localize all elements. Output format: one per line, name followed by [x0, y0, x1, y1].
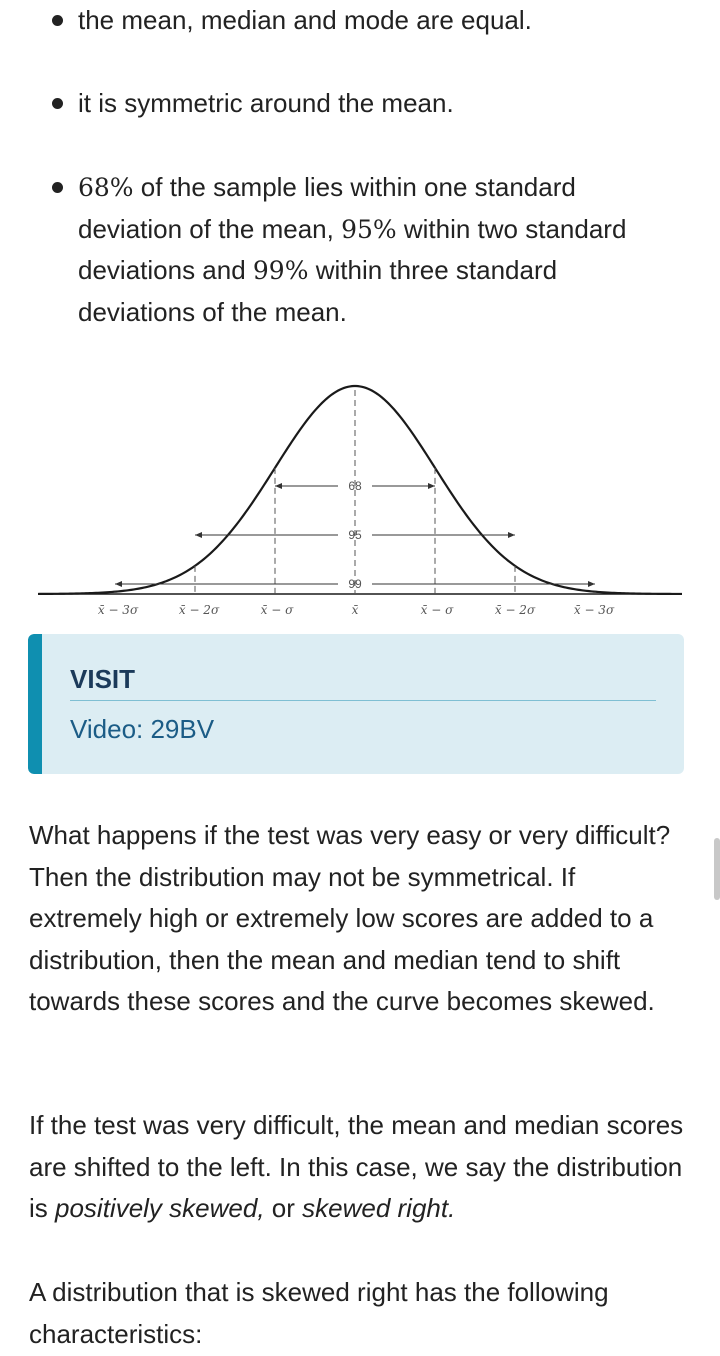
bullet-fragment: of the sample lies within one standard [133, 172, 576, 202]
arrow-head [508, 532, 515, 538]
bullet-text: it is symmetric around the mean. [78, 88, 454, 118]
bullet-fragment: within three standard [308, 255, 558, 285]
term-skewed-right: skewed right. [302, 1193, 456, 1223]
arrow-head [115, 581, 122, 587]
tick-label: x̄ − 2σ [179, 603, 220, 617]
range-label-95: 95 [348, 528, 362, 542]
percent-99: 99% [252, 256, 309, 285]
tick-label: x̄ − σ [261, 603, 294, 617]
percent-68: 68% [78, 173, 134, 202]
arrow-head [428, 483, 435, 489]
paragraph-fragment: or [264, 1193, 303, 1223]
bullet-dot [52, 15, 63, 26]
arrow-head [275, 483, 282, 489]
tick-label: x̄ − 2σ [495, 603, 536, 617]
bullet-item: it is symmetric around the mean. [52, 83, 692, 125]
tick-label: x̄ − σ [421, 603, 454, 617]
range-label-68: 68 [348, 479, 362, 493]
paragraph-positive-skew: If the test was very difficult, the mean… [29, 1105, 691, 1230]
percent-labels: 68 95 99 [348, 479, 362, 591]
bullet-item: the mean, median and mode are equal. [52, 0, 692, 42]
bullet-item: 68% of the sample lies within one standa… [52, 167, 692, 333]
video-link[interactable]: Video: 29BV [70, 714, 215, 744]
range-arrows [115, 483, 595, 587]
bullet-fragment: deviation of the mean, [78, 213, 342, 244]
visit-heading: VISIT [70, 664, 136, 694]
paragraph-fragment: If the test was very difficult, the mean… [29, 1110, 684, 1223]
bell-curve [37, 384, 682, 596]
bullet-dot [52, 98, 63, 109]
bullet-text: the mean, median and mode are equal. [78, 5, 532, 35]
tick-label: x̄ − 3σ [98, 603, 139, 617]
axis-tick-labels: x̄ − 3σ x̄ − 2σ x̄ − σ x̄ x̄ − σ x̄ − 2σ… [98, 603, 615, 617]
tick-label: x̄ − 3σ [574, 603, 615, 617]
bullet-fragment: deviations of the mean. [78, 296, 347, 327]
normal-distribution-figure: 68 95 99 x̄ − 3σ x̄ − 2σ x̄ − σ x̄ x̄ − … [37, 384, 682, 617]
sigma-guide-lines [114, 390, 596, 594]
visit-callout: VISIT Video: 29BV [28, 634, 684, 774]
bullet-text: 68% of the sample lies within one standa… [78, 167, 692, 333]
bullet-dot [52, 182, 63, 193]
scrollbar-thumb[interactable] [714, 838, 720, 900]
arrow-head [195, 532, 202, 538]
range-label-99: 99 [348, 577, 362, 591]
paragraph-characteristics: A distribution that is skewed right has … [29, 1277, 609, 1349]
bullet-fragment: deviations and [78, 255, 253, 285]
term-positively-skewed: positively skewed, [55, 1193, 265, 1223]
percent-95: 95% [341, 214, 397, 244]
bullet-fragment: within two standard [396, 213, 627, 244]
callout-accent-bar [28, 634, 42, 774]
callout-divider [70, 700, 656, 701]
arrow-head [588, 581, 595, 587]
tick-label: x̄ [352, 603, 359, 617]
paragraph-skew-intro: What happens if the test was very easy o… [29, 820, 671, 1016]
